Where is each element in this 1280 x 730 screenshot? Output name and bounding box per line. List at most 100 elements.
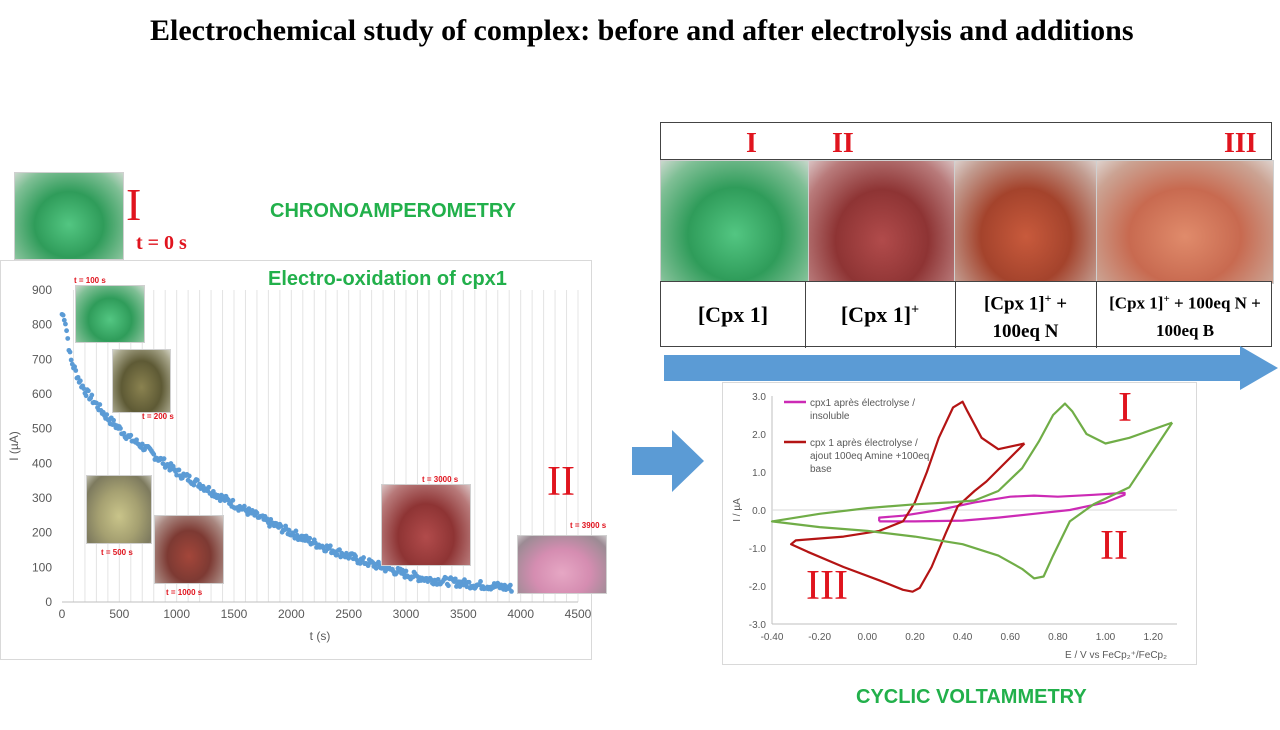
x-tick-label: 0.00 xyxy=(858,632,878,643)
x-tick-label: 3000 xyxy=(393,607,420,621)
legend-label: base xyxy=(810,464,832,475)
label-t500: t = 500 s xyxy=(101,548,133,557)
cv-roman-I: I xyxy=(1118,385,1132,431)
x-tick-label: 0.60 xyxy=(1001,632,1021,643)
x-tick-label: 0 xyxy=(59,607,66,621)
y-tick-label: -3.0 xyxy=(749,620,767,631)
cv-series-0 xyxy=(878,491,1126,523)
y-tick-label: 3.0 xyxy=(752,392,766,403)
legend-label: insoluble xyxy=(810,411,850,422)
data-point xyxy=(241,503,247,509)
roman-II-chrono: II xyxy=(547,459,575,505)
x-tick-label: 4500 xyxy=(565,607,592,621)
y-tick-label: 0.0 xyxy=(752,506,766,517)
data-point xyxy=(72,364,78,370)
data-point xyxy=(83,393,89,399)
x-tick-label: 1.00 xyxy=(1096,632,1116,643)
chrono-subtitle: Electro-oxidation of cpx1 xyxy=(268,268,507,290)
data-point xyxy=(327,543,333,549)
photo-t3900 xyxy=(517,535,607,594)
x-tick-label: 4000 xyxy=(507,607,534,621)
progress-arrow-icon xyxy=(664,346,1278,390)
y-tick-label: 100 xyxy=(32,560,52,574)
data-point xyxy=(139,441,145,447)
data-point xyxy=(286,527,292,533)
data-point xyxy=(230,497,236,503)
photo-t1000 xyxy=(154,515,224,584)
y-tick-label: 400 xyxy=(32,456,52,470)
x-tick-label: 0.20 xyxy=(905,632,925,643)
data-point xyxy=(478,579,483,584)
vial-strip-labels: [Cpx 1] [Cpx 1]+ [Cpx 1]+ + 100eq N [Cpx… xyxy=(660,281,1272,348)
data-point xyxy=(60,312,66,318)
data-point xyxy=(334,552,340,558)
chrono-chart: 0 500 1000 1500 2000 2500 3000 3500 4000 4500 0 100… xyxy=(7,283,592,643)
y-tick-label: -2.0 xyxy=(749,582,767,593)
cyclic-voltammetry-label: CYCLIC VOLTAMMETRY xyxy=(856,686,1087,708)
data-point xyxy=(353,553,358,559)
strip-cell-3: [Cpx 1]+ + 100eq N xyxy=(955,282,1097,348)
data-point xyxy=(307,535,313,541)
vial-strip-header xyxy=(660,122,1272,160)
x-tick-label: 0.40 xyxy=(953,632,973,643)
cv-chart-frame xyxy=(722,382,1197,665)
data-point xyxy=(134,437,139,443)
y-tick-label: 500 xyxy=(32,422,52,436)
label-t100: t = 100 s xyxy=(74,276,106,285)
data-point xyxy=(507,582,513,588)
vial-photo-1 xyxy=(660,160,810,284)
data-point xyxy=(161,456,167,462)
cv-series-1 xyxy=(790,400,1026,593)
legend-label: cpx 1 après électrolyse / xyxy=(810,438,918,449)
data-point xyxy=(73,368,79,373)
data-point xyxy=(68,357,74,363)
legend-label: ajout 100eq Amine +100eq xyxy=(810,451,929,462)
data-point xyxy=(431,581,436,587)
cv-series-2 xyxy=(770,402,1174,580)
data-point xyxy=(206,484,212,490)
x-axis-label: t (s) xyxy=(310,629,331,643)
y-tick-label: 2.0 xyxy=(752,430,766,441)
y-tick-label: 600 xyxy=(32,387,52,401)
data-point xyxy=(118,426,123,431)
y-tick-label: 800 xyxy=(32,318,52,332)
data-point xyxy=(64,328,69,334)
data-point xyxy=(194,477,200,483)
data-point xyxy=(509,589,514,594)
data-point xyxy=(268,516,274,522)
label-t3900: t = 3900 s xyxy=(570,521,607,530)
data-point xyxy=(403,568,409,574)
data-point xyxy=(373,565,379,571)
legend-label: cpx1 après électrolyse / xyxy=(810,398,915,409)
data-point xyxy=(191,482,197,488)
chrono-chart-frame xyxy=(0,260,592,660)
data-point xyxy=(361,555,366,560)
vial-photo-3 xyxy=(954,160,1098,284)
x-tick-label: -0.40 xyxy=(761,632,784,643)
y-tick-label: 900 xyxy=(32,283,52,297)
label-t3000: t = 3000 s xyxy=(422,475,459,484)
y-tick-label: 200 xyxy=(32,526,52,540)
initial-photo xyxy=(14,172,124,260)
strip-roman-II: II xyxy=(832,128,854,159)
y-tick-label: 1.0 xyxy=(752,468,766,479)
cv-chart: -0.40 -0.20 0.00 0.20 0.40 0.60 0.80 1.00 1.20 -3… xyxy=(732,392,1177,661)
data-point xyxy=(67,349,73,355)
photo-t500 xyxy=(86,475,152,544)
strip-cell-2: [Cpx 1]+ xyxy=(805,282,956,348)
label-t200: t = 200 s xyxy=(142,412,174,421)
x-tick-label: 1500 xyxy=(221,607,248,621)
data-point xyxy=(89,392,95,398)
data-point xyxy=(75,374,81,380)
cv-roman-III: III xyxy=(806,563,848,609)
strip-roman-I: I xyxy=(746,128,757,159)
right-arrow-icon xyxy=(632,430,704,492)
x-tick-label: 500 xyxy=(109,607,129,621)
data-point xyxy=(176,467,182,473)
strip-roman-III: III xyxy=(1224,128,1257,159)
x-tick-label: 1.20 xyxy=(1143,632,1163,643)
strip-cell-1: [Cpx 1] xyxy=(661,282,806,348)
data-point xyxy=(435,577,441,582)
x-tick-label: 2500 xyxy=(335,607,362,621)
data-point xyxy=(186,473,192,479)
